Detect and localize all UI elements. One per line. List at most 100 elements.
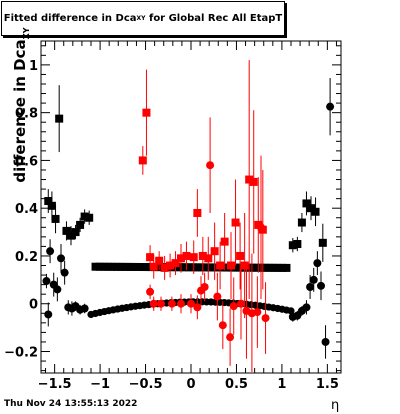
- data-point-circle: [149, 299, 158, 308]
- band-point-square: [112, 262, 121, 271]
- data-point-square: [216, 261, 225, 270]
- band-point-square: [95, 262, 104, 271]
- x-tick-label: −1.5: [38, 377, 72, 392]
- data-point-square: [198, 251, 207, 260]
- data-point-square: [171, 259, 180, 268]
- data-point-square: [146, 253, 155, 262]
- data-point-circle: [80, 304, 89, 313]
- data-point-circle: [309, 275, 318, 284]
- data-point-circle: [177, 299, 185, 308]
- data-point-circle: [253, 308, 262, 317]
- x-tick-label: −0.5: [129, 377, 163, 392]
- y-tick-label: −0.2: [4, 346, 38, 361]
- data-point-circle: [321, 337, 330, 346]
- band-point-square: [197, 263, 206, 272]
- band-point-square: [269, 263, 278, 272]
- data-point-square: [227, 261, 235, 270]
- band-point-square: [100, 262, 109, 271]
- data-point-square: [245, 175, 254, 184]
- x-tick-label: 1.5: [316, 377, 339, 392]
- data-point-square: [293, 240, 302, 249]
- band-point-square: [176, 263, 185, 272]
- band-point-square: [121, 262, 130, 271]
- data-point-square: [166, 261, 175, 270]
- y-tick-label: 0.8: [15, 107, 38, 122]
- data-point-square: [288, 241, 297, 250]
- band-point-square: [108, 262, 117, 271]
- data-point-square: [189, 253, 198, 262]
- marker-layer: [42, 60, 335, 372]
- chart-title-sub: XY: [136, 15, 146, 22]
- band-point-square: [206, 263, 215, 272]
- data-point-circle: [193, 303, 202, 312]
- chart-title: Fitted difference in Dca XY for Global Re…: [1, 1, 285, 36]
- y-axis-label-main: difference in Dca: [11, 39, 29, 183]
- data-point-circle: [326, 102, 335, 111]
- data-point-circle: [42, 277, 51, 286]
- data-point-circle: [206, 161, 215, 170]
- data-point-square: [149, 262, 158, 271]
- band-point-square: [193, 263, 202, 272]
- y-tick-label: 0.6: [15, 154, 38, 169]
- data-point-square: [142, 108, 151, 117]
- data-point-circle: [261, 314, 270, 323]
- band-point-square: [248, 263, 257, 272]
- axis-layer: −1.5 −1 −0.5 0 0.5 1 1.5 −0.2 0 0.2 0.4 0.6 0.8 1: [4, 41, 341, 392]
- data-point-square: [51, 214, 60, 223]
- band-point-square: [142, 263, 151, 272]
- data-point-square: [177, 254, 185, 263]
- data-point-circle: [229, 302, 238, 311]
- band-point-square: [273, 263, 282, 272]
- data-point-circle: [237, 299, 245, 308]
- data-point-circle: [213, 292, 222, 301]
- data-point-square: [318, 238, 327, 247]
- band-point-square: [201, 263, 210, 272]
- data-point-square: [204, 254, 213, 263]
- data-point-circle: [60, 268, 69, 277]
- x-tick-label: 0.5: [225, 377, 248, 392]
- y-tick-label: 0.4: [15, 202, 38, 217]
- data-point-square: [155, 256, 164, 265]
- band-point-square: [282, 263, 291, 272]
- data-point-circle: [44, 310, 53, 319]
- chart-title-main: Fitted difference in Dca: [3, 13, 137, 24]
- data-point-circle: [146, 287, 155, 296]
- data-point-square: [193, 208, 202, 217]
- x-tick-label: 1: [277, 377, 286, 392]
- data-point-circle: [306, 283, 315, 292]
- band-point-square: [261, 263, 270, 272]
- band-point-square: [133, 262, 142, 271]
- band-point-square: [189, 263, 198, 272]
- band-point-square: [180, 263, 189, 272]
- data-point-square: [307, 204, 315, 213]
- band-point-square: [125, 262, 134, 271]
- data-point-square: [311, 207, 320, 216]
- data-point-circle: [157, 299, 165, 308]
- data-point-square: [62, 226, 71, 235]
- data-point-square: [182, 251, 191, 260]
- data-point-circle: [317, 281, 325, 290]
- band-point-square: [91, 262, 100, 271]
- data-point-square: [80, 212, 89, 221]
- data-point-circle: [200, 283, 209, 292]
- data-point-circle: [57, 254, 65, 263]
- y-axis-label: difference in DcaXY: [11, 10, 31, 200]
- data-point-square: [236, 251, 245, 260]
- data-point-square: [55, 114, 64, 123]
- data-point-square: [210, 247, 219, 256]
- data-point-circle: [226, 333, 235, 342]
- data-point-circle: [302, 303, 311, 312]
- band-point-square: [172, 263, 181, 272]
- band-point-square: [138, 263, 147, 272]
- data-point-circle: [167, 299, 176, 308]
- data-point-circle: [187, 299, 195, 308]
- data-point-square: [231, 218, 240, 227]
- data-point-circle: [313, 259, 322, 268]
- data-point-circle: [257, 223, 265, 232]
- data-point-square: [220, 237, 229, 246]
- y-tick-label: 1: [29, 59, 38, 74]
- y-tick-label: 0: [29, 298, 38, 313]
- band-point-square: [117, 262, 125, 271]
- data-point-square: [76, 220, 85, 229]
